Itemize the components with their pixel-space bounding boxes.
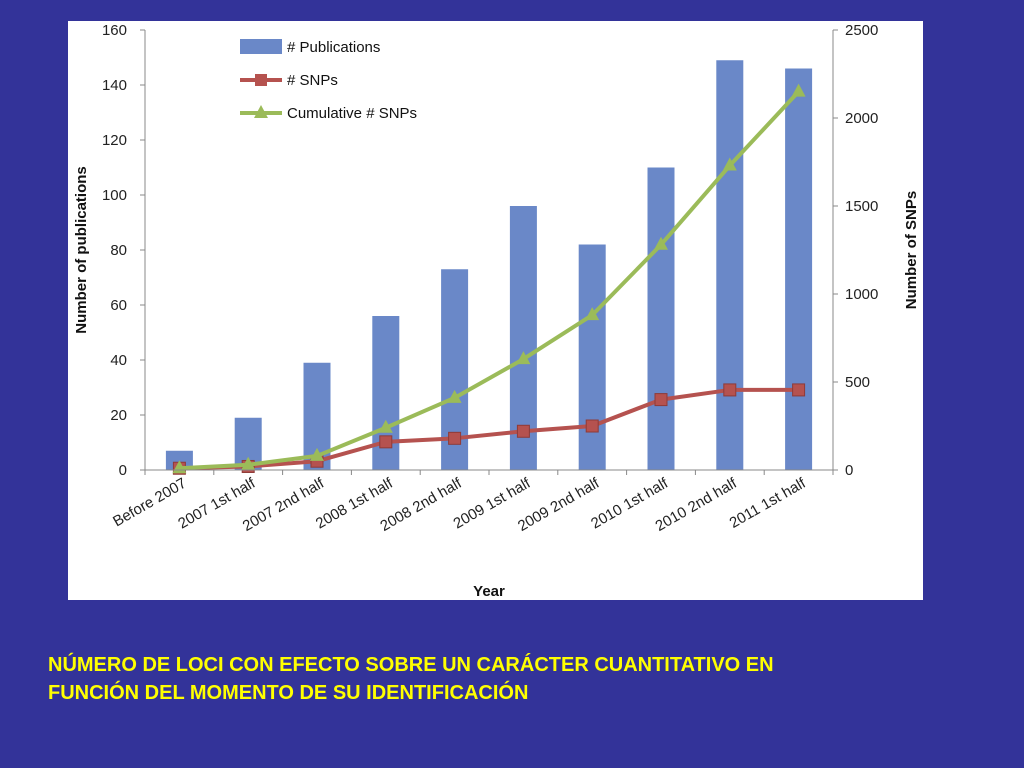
cumulative-point-3 [378, 419, 393, 433]
caption-line-1: NÚMERO DE LOCI CON EFECTO SOBRE UN CARÁC… [48, 654, 774, 676]
legend-label-1: # SNPs [287, 72, 338, 89]
y2-tick-label: 1000 [845, 286, 878, 303]
y-tick-label: 60 [110, 297, 127, 314]
legend-marker-cumulative [254, 105, 268, 118]
legend-swatch-publications [240, 39, 282, 54]
y2-tick-label: 500 [845, 374, 870, 391]
y-tick-label: 40 [110, 352, 127, 369]
cumulative-point-9 [791, 83, 806, 97]
publications-bars [165, 60, 813, 470]
cumulative-point-6 [585, 307, 600, 321]
snp-lines [172, 83, 806, 475]
snp-point-8 [723, 383, 737, 397]
y-tick-label: 160 [102, 22, 127, 39]
legend-label-0: # Publications [287, 39, 380, 56]
legend: # Publications # SNPs Cumulative # SNPs [240, 39, 417, 122]
y-tick-label: 20 [110, 407, 127, 424]
axes: 0 20 40 60 80 100 120 140 160 0 500 1000 1500 2000 250… [102, 22, 878, 535]
slide-caption: NÚMERO DE LOCI CON EFECTO SOBRE UN CARÁC… [48, 651, 1008, 707]
cumulative-point-4 [447, 389, 462, 403]
combo-chart: 0 20 40 60 80 100 120 140 160 0 500 1000 1500 2000 250… [73, 22, 920, 600]
cumulative-point-8 [722, 157, 737, 171]
snp-point-6 [585, 419, 599, 433]
legend-label-2: Cumulative # SNPs [287, 105, 417, 122]
y-tick-label: 80 [110, 242, 127, 259]
caption-line-2: FUNCIÓN DEL MOMENTO DE SU IDENTIFICACIÓN [48, 682, 529, 704]
cumulative-point-7 [654, 236, 668, 250]
y2-tick-label: 2000 [845, 110, 878, 127]
snp-point-5 [516, 424, 530, 438]
cumulative-point-5 [516, 351, 531, 365]
bar-6 [578, 244, 606, 470]
y-tick-label: 0 [119, 462, 127, 479]
snp-point-3 [379, 435, 393, 449]
y2-tick-label: 1500 [845, 198, 878, 215]
x-axis-title: Year [473, 583, 505, 600]
bar-9 [785, 68, 813, 470]
cumulative-point-2 [310, 447, 324, 461]
cumulative-point-1 [241, 456, 256, 470]
y-tick-label: 120 [102, 132, 127, 149]
line-2 [179, 90, 801, 471]
snp-point-7 [654, 393, 668, 407]
y2-tick-label: 2500 [845, 22, 878, 39]
y-tick-label: 100 [102, 187, 127, 204]
x-tick-label: 2011 1st half [727, 474, 810, 532]
chart-panel: 0 20 40 60 80 100 120 140 160 0 500 1000 1500 2000 250… [68, 21, 923, 600]
y2-tick-label: 0 [845, 462, 853, 479]
bar-7 [647, 167, 675, 470]
legend-marker-snps [255, 74, 267, 86]
y-axis-title: Number of publications [73, 166, 90, 334]
y-tick-label: 140 [102, 77, 127, 94]
snp-point-9 [792, 383, 806, 397]
bar-8 [716, 60, 744, 470]
line-1 [179, 387, 799, 471]
y2-axis-title: Number of SNPs [903, 191, 920, 309]
snp-point-4 [448, 431, 462, 445]
